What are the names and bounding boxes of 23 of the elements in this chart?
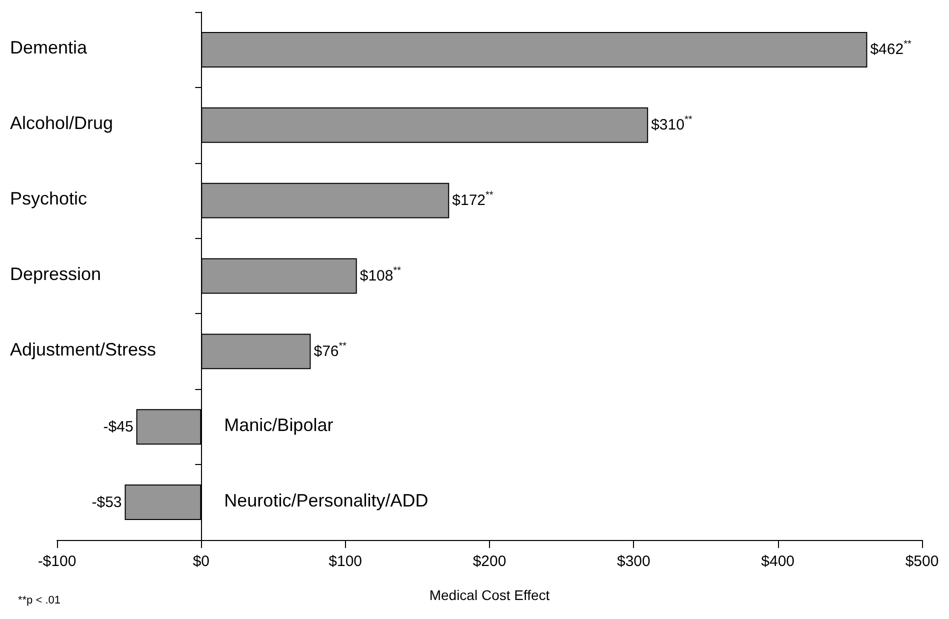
y-tick-label: Psychotic: [10, 188, 88, 209]
data-label: $462**: [870, 39, 912, 58]
y-tick-label: Manic/Bipolar: [224, 414, 334, 435]
x-tick-label: $300: [616, 553, 650, 570]
x-tick-label: $100: [328, 553, 362, 570]
data-label: -$45: [103, 418, 134, 436]
data-label: -$53: [92, 494, 122, 511]
y-tick-label: Dementia: [10, 38, 88, 58]
text: **p < .01: [18, 594, 61, 606]
x-tick-label: $400: [761, 553, 795, 570]
data-label: $108**: [360, 266, 402, 284]
y-tick-label: Adjustment/Stress: [10, 339, 156, 360]
data-label: $310**: [651, 114, 692, 134]
x-axis-title: Medical Cost Effect: [429, 587, 550, 603]
y-tick-label: Neurotic/Personality/ADD: [224, 490, 428, 510]
data-label: $76**: [314, 340, 347, 360]
data-label: $172**: [452, 190, 494, 210]
x-tick-label: $200: [472, 553, 506, 570]
x-tick-label: -$100: [38, 553, 76, 570]
y-tick-label: Depression: [10, 264, 102, 284]
x-tick-label: $500: [905, 553, 939, 570]
y-tick-label: Alcohol/Drug: [10, 113, 114, 134]
x-tick-label: $0: [192, 553, 210, 570]
